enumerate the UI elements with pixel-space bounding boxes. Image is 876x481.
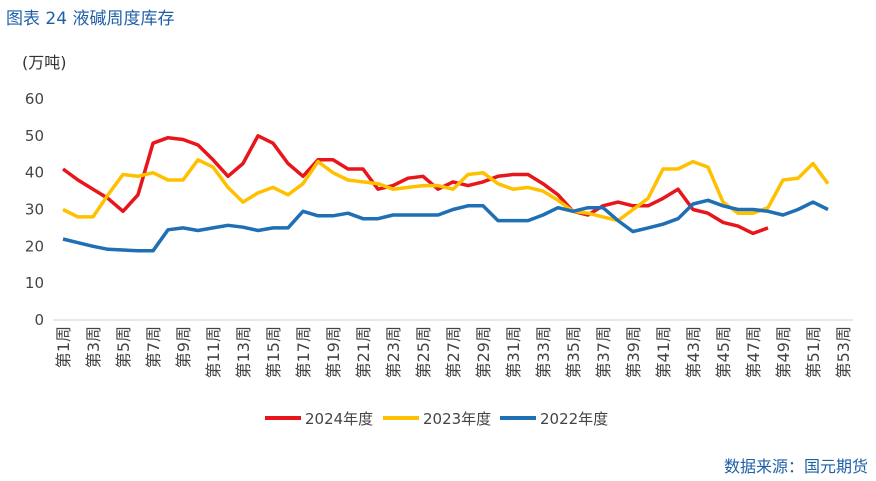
x-tick-label: 第25周 (414, 326, 433, 378)
y-axis-label: (万吨) (22, 53, 67, 72)
y-tick-label: 0 (34, 311, 44, 329)
legend-label: 2023年度 (423, 410, 491, 428)
x-tick-label: 第43周 (684, 326, 703, 378)
legend-label: 2024年度 (305, 410, 373, 428)
x-tick-label: 第47周 (744, 326, 763, 378)
x-tick-label: 第29周 (474, 326, 493, 378)
series-line (62, 198, 829, 253)
x-tick-label: 第45周 (714, 326, 733, 378)
x-tick-label: 第53周 (834, 326, 853, 378)
source: 数据来源：国元期货 (724, 457, 868, 476)
series-line (61, 134, 769, 236)
x-tick-label: 第27周 (444, 326, 463, 378)
y-tick-label: 10 (25, 274, 44, 292)
x-tick-label: 第49周 (774, 326, 793, 378)
chart-title: 图表 24 液碱周度库存 (6, 9, 174, 29)
x-tick-label: 第41周 (654, 326, 673, 378)
x-tick-label: 第11周 (204, 326, 223, 378)
y-tick-label: 40 (25, 164, 44, 182)
y-tick-label: 30 (25, 201, 44, 219)
x-tick-label: 第31周 (504, 326, 523, 378)
x-tick-label: 第37周 (594, 326, 613, 378)
x-tick-label: 第17周 (294, 326, 313, 378)
series-line (62, 158, 830, 223)
x-tick-label: 第15周 (264, 326, 283, 378)
x-tick-label: 第13周 (234, 326, 253, 378)
x-tick-label: 第35周 (564, 326, 583, 378)
x-tick-label: 第23周 (384, 326, 403, 378)
x-tick-label: 第1周 (54, 326, 73, 368)
y-tick-label: 20 (25, 237, 44, 255)
x-tick-label: 第21周 (354, 326, 373, 378)
x-tick-label: 第5周 (114, 326, 133, 368)
y-tick-label: 50 (25, 127, 44, 145)
legend-label: 2022年度 (540, 410, 608, 428)
y-tick-label: 60 (25, 90, 44, 108)
x-tick-label: 第9周 (174, 326, 193, 368)
x-tick-label: 第51周 (804, 326, 823, 378)
x-tick-label: 第7周 (144, 326, 163, 368)
x-tick-label: 第39周 (624, 326, 643, 378)
x-tick-label: 第33周 (534, 326, 553, 378)
x-tick-label: 第19周 (324, 326, 343, 378)
x-tick-label: 第3周 (84, 326, 103, 368)
